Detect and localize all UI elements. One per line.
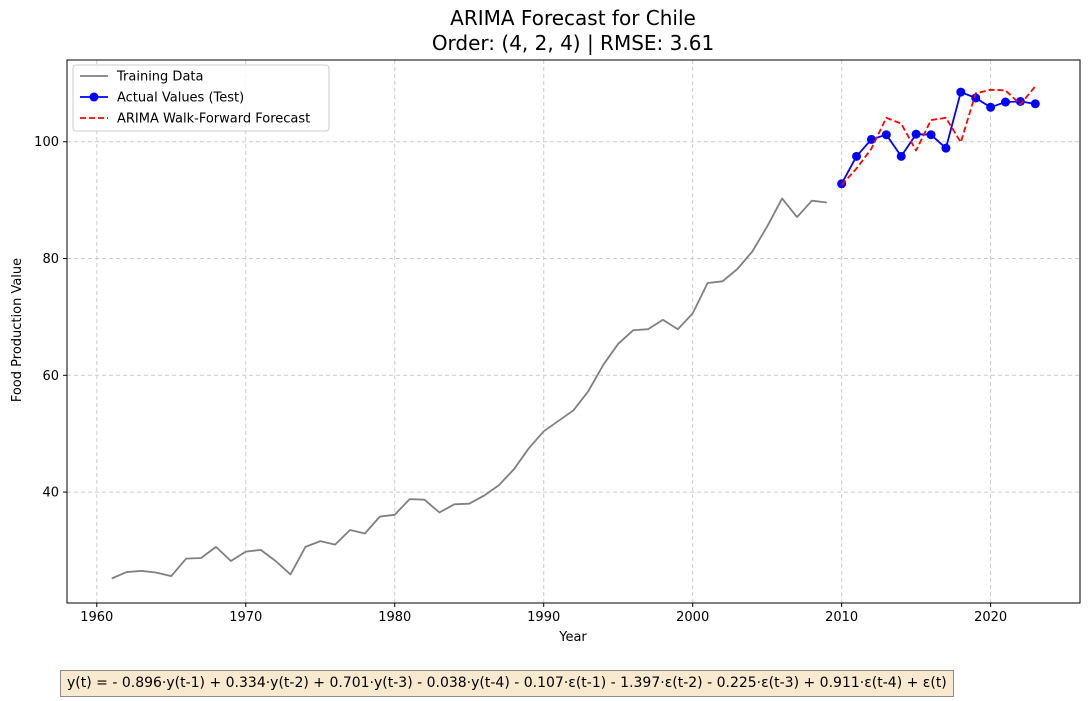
series-1-point [926,130,936,140]
legend: Training Data Actual Values (Test) ARIMA… [72,64,330,132]
x-tick-label: 2020 [974,610,1007,625]
series-1-point [911,129,921,139]
axis-ticks: 1960 1970 1980 1990 2000 2010 2020 40 60 80 100 [34,135,1007,625]
series-1-point [896,151,906,161]
grid-lines [67,60,1080,603]
legend-marker-actual [89,92,99,102]
series-1-point [1030,99,1040,109]
chart-title: ARIMA Forecast for Chile [450,6,696,30]
legend-frame [72,64,330,132]
y-tick-label: 40 [42,486,59,501]
series-line-0 [111,197,827,580]
y-tick-label: 100 [34,135,59,150]
series-1-point [866,134,876,144]
x-tick-label: 1960 [80,610,113,625]
series-1-point [1001,97,1011,107]
x-axis-label: Year [558,630,587,645]
series-1-point [956,87,966,97]
model-equation-box: y(t) = - 0.896·y(t-1) + 0.334·y(t-2) + 0… [60,670,954,697]
x-tick-label: 1990 [527,610,560,625]
x-tick-label: 1970 [229,610,262,625]
y-tick-label: 60 [42,369,59,384]
series-1-point [1015,96,1025,106]
plot-frame [66,59,1081,604]
series-1-point [971,93,981,103]
legend-label-forecast: ARIMA Walk-Forward Forecast [117,112,310,127]
series-layer [111,85,1040,580]
series-line-2 [840,85,1036,186]
y-axis-label: Food Production Value [10,258,25,402]
legend-label-training: Training Data [116,70,203,85]
x-tick-label: 2010 [825,610,858,625]
model-equation: y(t) = - 0.896·y(t-1) + 0.334·y(t-2) + 0… [67,675,947,691]
x-tick-label: 1980 [378,610,411,625]
series-1-point [941,143,951,153]
x-tick-label: 2000 [676,610,709,625]
series-1-point [852,151,862,161]
series-1-point [881,130,891,140]
chart-subtitle: Order: (4, 2, 4) | RMSE: 3.61 [432,31,714,55]
y-tick-label: 80 [42,252,59,267]
series-1-point [986,102,996,112]
legend-label-actual: Actual Values (Test) [117,91,244,106]
